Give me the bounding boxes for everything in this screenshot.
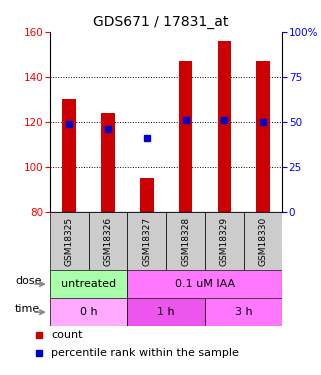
Bar — [127, 212, 166, 270]
Bar — [127, 298, 205, 326]
Text: count: count — [51, 330, 82, 339]
Text: 0.1 uM IAA: 0.1 uM IAA — [175, 279, 235, 289]
Bar — [50, 298, 127, 326]
Text: GSM18330: GSM18330 — [259, 216, 268, 266]
Bar — [166, 212, 205, 270]
Text: GSM18328: GSM18328 — [181, 216, 190, 266]
Bar — [256, 61, 270, 212]
Text: 1 h: 1 h — [157, 307, 175, 317]
Bar — [127, 270, 282, 298]
Text: time: time — [15, 304, 40, 314]
Bar — [244, 212, 282, 270]
Text: GDS671 / 17831_at: GDS671 / 17831_at — [93, 15, 228, 29]
Bar — [179, 61, 192, 212]
Text: GSM18327: GSM18327 — [142, 216, 151, 266]
Bar — [50, 212, 89, 270]
Text: GSM18325: GSM18325 — [65, 216, 74, 266]
Text: GSM18326: GSM18326 — [103, 216, 112, 266]
Bar — [89, 212, 127, 270]
Bar — [140, 178, 153, 212]
Text: percentile rank within the sample: percentile rank within the sample — [51, 348, 239, 358]
Bar — [205, 212, 244, 270]
Text: dose: dose — [15, 276, 41, 286]
Bar — [101, 113, 115, 212]
Text: untreated: untreated — [61, 279, 116, 289]
Bar — [205, 298, 282, 326]
Text: 3 h: 3 h — [235, 307, 253, 317]
Bar — [50, 270, 127, 298]
Text: GSM18329: GSM18329 — [220, 216, 229, 266]
Bar — [218, 41, 231, 212]
Text: 0 h: 0 h — [80, 307, 97, 317]
Bar — [62, 99, 76, 212]
